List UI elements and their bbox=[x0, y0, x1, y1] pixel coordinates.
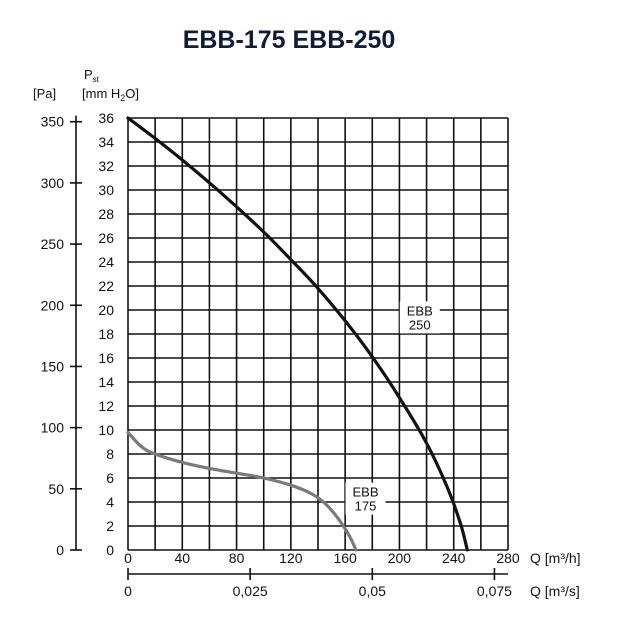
series-label-text: EBB bbox=[352, 485, 378, 500]
x-primary-tick-label: 160 bbox=[333, 550, 357, 566]
y-left-tick-label: 350 bbox=[41, 114, 65, 130]
y-right-tick-label: 36 bbox=[98, 110, 114, 126]
series-label-background bbox=[399, 301, 440, 334]
series-line-ebb-175 bbox=[126, 430, 358, 552]
chart-title: EBB-175 EBB-250 bbox=[183, 26, 396, 54]
x-secondary-tick-label: 0 bbox=[124, 583, 132, 599]
y-right-tick-label: 4 bbox=[106, 494, 114, 510]
y-left-tick-label: 50 bbox=[48, 481, 64, 497]
x-secondary-tick-label: 0,025 bbox=[233, 583, 268, 599]
series-label-background bbox=[345, 482, 386, 515]
x-primary-tick-label: 0 bbox=[124, 550, 132, 566]
y-right-tick-label: 0 bbox=[106, 542, 114, 558]
x-secondary-axis: 0 0,025 0,05 0,075 Q [m³/s] bbox=[124, 568, 580, 599]
y-right-unit-suffix: O] bbox=[125, 86, 139, 101]
y-right-tick-label: 6 bbox=[106, 470, 114, 486]
y-left-axis: 0 50 100 150 200 250 300 350 bbox=[41, 114, 82, 558]
y-left-unit-label: [Pa] bbox=[33, 86, 56, 101]
series-label-text: 175 bbox=[355, 499, 377, 514]
y-right-tick-label: 26 bbox=[98, 230, 114, 246]
y-right-symbol: Pst bbox=[84, 67, 100, 84]
x-primary-tick-label: 40 bbox=[174, 550, 190, 566]
y-right-tick-label: 8 bbox=[106, 446, 114, 462]
y-right-tick-label: 14 bbox=[98, 374, 114, 390]
series-line-ebb-250 bbox=[126, 116, 469, 552]
y-right-symbol-sub: st bbox=[93, 75, 100, 84]
y-right-tick-label: 2 bbox=[106, 518, 114, 534]
y-right-tick-label: 18 bbox=[98, 326, 114, 342]
x-primary-tick-label: 200 bbox=[388, 550, 412, 566]
y-left-tick-label: 100 bbox=[41, 420, 65, 436]
y-right-tick-label: 10 bbox=[98, 422, 114, 438]
y-right-unit-label: [mm H2O] bbox=[82, 86, 139, 103]
y-left-tick-label: 250 bbox=[41, 236, 65, 252]
y-left-tick-label: 150 bbox=[41, 358, 65, 374]
x-primary-tick-label: 120 bbox=[279, 550, 303, 566]
y-right-tick-label: 16 bbox=[98, 350, 114, 366]
y-right-tick-label: 30 bbox=[98, 182, 114, 198]
series-label-text: EBB bbox=[407, 303, 433, 318]
series-label-text: 250 bbox=[409, 317, 431, 332]
x-secondary-tick-label: 0,075 bbox=[477, 583, 512, 599]
y-right-tick-label: 24 bbox=[98, 254, 114, 270]
x-primary-axis-label: Q [m³/h] bbox=[530, 550, 581, 566]
y-right-tick-label: 32 bbox=[98, 158, 114, 174]
y-right-unit-prefix: [mm H bbox=[82, 86, 120, 101]
y-right-tick-label: 34 bbox=[98, 134, 114, 150]
x-primary-axis: 0 40 80 120 160 200 240 280 Q [m³/h] bbox=[124, 550, 580, 566]
x-secondary-axis-label: Q [m³/s] bbox=[530, 583, 580, 599]
x-primary-tick-label: 80 bbox=[229, 550, 245, 566]
y-left-tick-label: 0 bbox=[56, 542, 64, 558]
y-right-tick-label: 22 bbox=[98, 278, 114, 294]
y-right-symbol-main: P bbox=[84, 67, 93, 82]
y-left-tick-label: 300 bbox=[41, 175, 65, 191]
y-right-tick-label: 20 bbox=[98, 302, 114, 318]
x-primary-tick-label: 240 bbox=[442, 550, 466, 566]
grid bbox=[127, 117, 509, 551]
y-right-tick-label: 28 bbox=[98, 206, 114, 222]
series-layer bbox=[126, 116, 469, 552]
y-right-unit-sub: 2 bbox=[120, 93, 125, 103]
y-left-tick-label: 200 bbox=[41, 297, 65, 313]
x-secondary-tick-label: 0,05 bbox=[359, 583, 386, 599]
x-primary-tick-label: 280 bbox=[496, 550, 520, 566]
y-right-tick-label: 12 bbox=[98, 398, 114, 414]
